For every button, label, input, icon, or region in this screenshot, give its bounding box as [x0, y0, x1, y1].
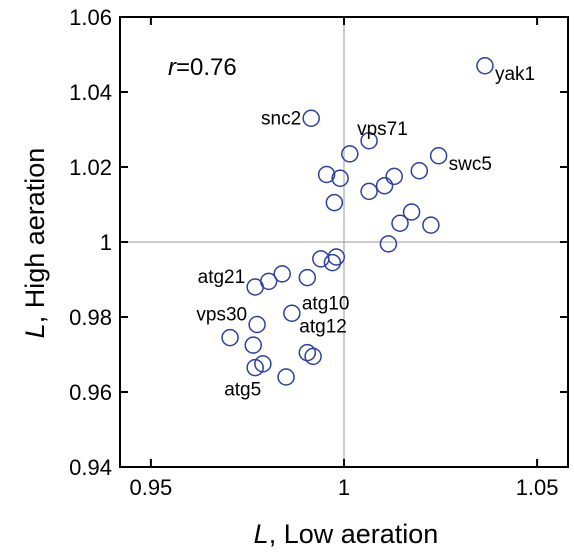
data-point: [312, 250, 330, 268]
y-tick-label: 0.94: [69, 455, 112, 480]
data-point: [385, 167, 403, 186]
point-label-yak1: yak1: [495, 64, 535, 85]
data-point: [298, 343, 317, 362]
y-axis-label-rest: , High aeration: [20, 148, 50, 324]
x-tick-label: 0.95: [129, 475, 172, 500]
data-point: [379, 235, 398, 253]
point-label-atg10: atg10: [302, 293, 350, 314]
data-point: [325, 193, 344, 212]
data-point: [375, 177, 394, 195]
point-label-atg5: atg5: [224, 380, 261, 401]
data-point: [221, 328, 239, 347]
y-axis-label: L, High aeration: [20, 148, 50, 339]
data-point: [476, 57, 494, 75]
x-tick-label: 1: [338, 475, 350, 500]
data-point: [246, 278, 264, 296]
annotation-italic: r: [168, 54, 177, 81]
data-point: [341, 145, 359, 163]
data-point: [327, 248, 346, 266]
data-point: [304, 347, 322, 366]
point-label-snc2: snc2: [261, 108, 301, 129]
data-point: [283, 304, 301, 322]
data-point: [246, 358, 264, 377]
y-tick-label: 1.06: [69, 5, 112, 30]
data-point: [331, 169, 349, 187]
axis-ticks: 0.95 1 1.05 0.94 0.96 0.98 1 1.02 1.04 1.06: [69, 5, 568, 500]
point-label-atg21: atg21: [198, 267, 246, 288]
x-tick-label: 1.05: [516, 475, 559, 500]
y-tick-label: 1.02: [69, 155, 112, 180]
point-label-vps71: vps71: [357, 119, 408, 140]
y-tick-label: 0.98: [69, 305, 112, 330]
x-axis-label-italic: L: [254, 519, 269, 549]
data-point: [323, 253, 342, 272]
point-label-atg12: atg12: [299, 317, 347, 338]
data-point: [429, 147, 448, 165]
data-point: [273, 265, 291, 283]
data-point: [317, 165, 336, 184]
data-point: [302, 109, 320, 127]
y-tick-label: 1: [100, 230, 112, 255]
x-axis-label: L, Low aeration: [254, 519, 439, 549]
data-points: [221, 57, 494, 386]
point-label-swc5: swc5: [449, 154, 492, 175]
data-point: [422, 216, 440, 234]
correlation-annotation: r=0.76: [168, 54, 237, 81]
annotation-rest: =0.76: [176, 54, 237, 81]
y-axis-label-italic: L: [20, 323, 50, 338]
data-point: [254, 355, 272, 373]
data-point: [277, 368, 295, 386]
point-labels: yak1 snc2 vps71 swc5 atg21 atg10 vps30 atg12 atg…: [196, 64, 535, 401]
data-point: [360, 182, 378, 201]
data-point: [298, 268, 317, 287]
data-point: [391, 214, 409, 232]
y-tick-label: 0.96: [69, 380, 112, 405]
point-label-vps30: vps30: [196, 305, 247, 326]
x-axis-label-rest: , Low aeration: [269, 519, 439, 549]
data-point: [248, 315, 266, 334]
data-point: [402, 203, 421, 221]
data-point: [410, 162, 429, 180]
data-point: [244, 336, 262, 354]
data-point: [360, 132, 378, 150]
y-tick-label: 1.04: [69, 80, 112, 105]
